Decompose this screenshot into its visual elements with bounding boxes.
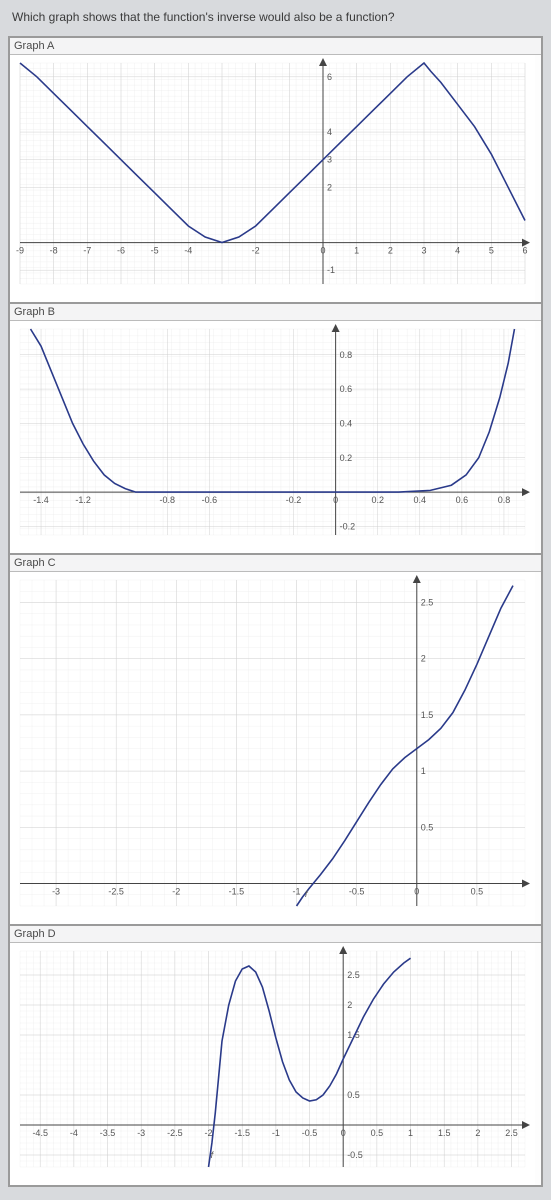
svg-text:0.5: 0.5 [371,1128,384,1138]
svg-text:4: 4 [327,127,332,137]
svg-text:2: 2 [388,246,393,256]
graph-d-body: -4.5 -4 -3.5 -3 -2.5 -2 -1.5 -1 -0.5 0 0.5 1 1.5 2 2.5… [10,943,541,1185]
svg-text:-9: -9 [16,246,24,256]
graph-panel-c: Graph C -3 -2.5 -2 -1.5 -1 -0.5 0 0.5 0.5 1 1.5 2 2.… [9,554,542,925]
svg-text:-1.2: -1.2 [75,495,91,505]
graph-panel-a: Graph A -9 -8 -7 -6 -5 -4 -2 0 1 2 3 4 5 6 -1 2 3 4 6 [9,37,542,303]
svg-text:0.8: 0.8 [340,350,353,360]
svg-text:0.5: 0.5 [421,822,434,832]
svg-text:-4: -4 [184,246,192,256]
svg-text:-4: -4 [70,1128,78,1138]
graph-panel-d: Graph D -4.5 -4 -3.5 -3 -2.5 -2 -1.5 -1 -0.5 0 0.5… [9,925,542,1186]
svg-text:2.5: 2.5 [347,970,360,980]
svg-text:5: 5 [489,246,494,256]
svg-text:-0.2: -0.2 [340,521,356,531]
svg-text:-1.5: -1.5 [229,887,245,897]
svg-text:1.5: 1.5 [421,710,434,720]
svg-text:-6: -6 [117,246,125,256]
svg-text:0: 0 [341,1128,346,1138]
svg-text:1: 1 [421,766,426,776]
svg-text:4: 4 [455,246,460,256]
svg-text:0.8: 0.8 [498,495,511,505]
svg-text:-1.4: -1.4 [33,495,49,505]
svg-text:-5: -5 [151,246,159,256]
svg-text:3: 3 [327,155,332,165]
svg-text:0: 0 [320,246,325,256]
svg-text:-1: -1 [327,265,335,275]
svg-text:1: 1 [408,1128,413,1138]
svg-text:0.6: 0.6 [340,384,353,394]
svg-text:0.4: 0.4 [340,418,353,428]
svg-text:-0.5: -0.5 [347,1150,363,1160]
svg-text:-0.8: -0.8 [160,495,176,505]
graphs-container: Graph A -9 -8 -7 -6 -5 -4 -2 0 1 2 3 4 5 6 -1 2 3 4 6 Grap… [8,36,543,1187]
svg-text:-2: -2 [172,887,180,897]
svg-text:2: 2 [347,1000,352,1010]
svg-text:2: 2 [421,654,426,664]
svg-text:1.5: 1.5 [438,1128,451,1138]
svg-text:-2.5: -2.5 [167,1128,183,1138]
svg-text:-0.2: -0.2 [286,495,302,505]
svg-text:-4.5: -4.5 [32,1128,48,1138]
svg-text:-3: -3 [52,887,60,897]
svg-text:-0.5: -0.5 [302,1128,318,1138]
svg-text:6: 6 [327,72,332,82]
svg-text:0: 0 [414,887,419,897]
svg-text:0.2: 0.2 [371,495,384,505]
graph-b-body: -1.4 -1.2 -0.8 -0.6 -0.2 0 0.2 0.4 0.6 0.8 -0.2 0.2… [10,321,541,553]
svg-text:-2: -2 [205,1128,213,1138]
svg-text:0.5: 0.5 [347,1090,360,1100]
graph-panel-b: Graph B -1.4 -1.2 -0.8 -0.6 -0.2 0 0.2 0.4 0.6 0.… [9,303,542,554]
svg-text:-0.5: -0.5 [349,887,365,897]
svg-text:-1.5: -1.5 [234,1128,250,1138]
graph-a-body: -9 -8 -7 -6 -5 -4 -2 0 1 2 3 4 5 6 -1 2 3 4 6 [10,55,541,302]
svg-text:2.5: 2.5 [505,1128,518,1138]
svg-text:-8: -8 [50,246,58,256]
svg-text:6: 6 [522,246,527,256]
svg-text:2: 2 [475,1128,480,1138]
graph-c-label: Graph C [10,555,541,572]
question-text: Which graph shows that the function's in… [8,8,543,26]
graph-a-label: Graph A [10,38,541,55]
svg-text:0.5: 0.5 [471,887,484,897]
graph-b-label: Graph B [10,304,541,321]
graph-d-label: Graph D [10,926,541,943]
svg-text:0.6: 0.6 [456,495,469,505]
graph-c-body: -3-2.5-2-1.5-1-0.500.50.511.522.5f [10,572,541,924]
svg-text:-0.6: -0.6 [202,495,218,505]
svg-text:1: 1 [354,246,359,256]
svg-text:-1: -1 [272,1128,280,1138]
svg-text:0: 0 [333,495,338,505]
svg-text:-1: -1 [293,887,301,897]
svg-text:0.2: 0.2 [340,453,353,463]
svg-text:-2.5: -2.5 [108,887,124,897]
svg-text:2: 2 [327,182,332,192]
svg-text:-3.5: -3.5 [100,1128,116,1138]
svg-text:0.4: 0.4 [414,495,427,505]
svg-text:-3: -3 [137,1128,145,1138]
svg-text:-7: -7 [83,246,91,256]
svg-text:3: 3 [421,246,426,256]
svg-text:-2: -2 [252,246,260,256]
svg-text:2.5: 2.5 [421,597,434,607]
